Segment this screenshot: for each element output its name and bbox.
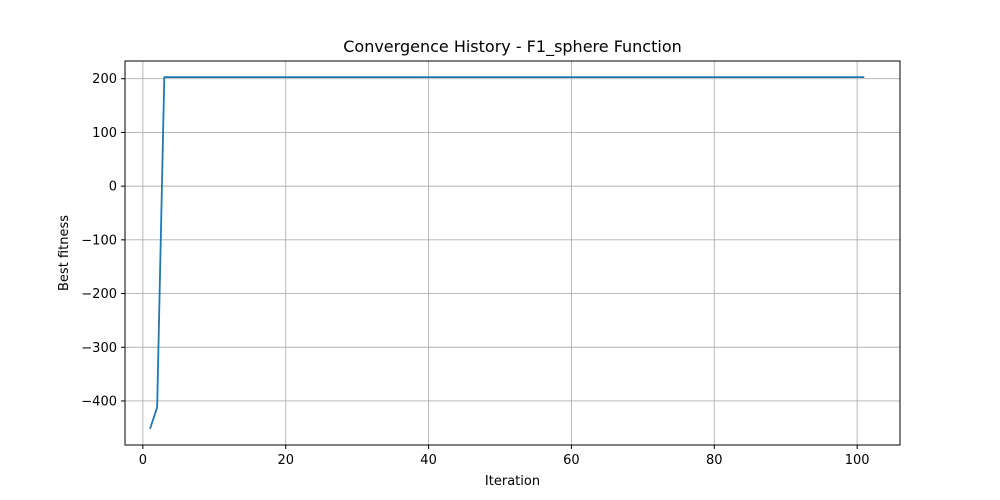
chart-title: Convergence History - F1_sphere Function [343,37,682,57]
y-tick-label: 100 [92,126,117,141]
y-tick-label: −400 [81,394,117,409]
x-tick-label: 40 [420,453,437,468]
x-tick-label: 100 [845,453,870,468]
plot-frame [124,60,901,446]
x-axis-title: Iteration [485,474,540,489]
y-tick-label: 0 [109,180,117,195]
y-tick-label: −200 [81,287,117,302]
x-tick-label: 20 [277,453,294,468]
x-tick-label: 0 [139,453,147,468]
y-tick-label: −300 [81,341,117,356]
ticks-layer: 0 20 40 60 80 100 −400 −300 −200 −100 0 100 200 [81,72,869,468]
y-tick-label: 200 [92,72,117,87]
x-tick-label: 60 [563,453,580,468]
x-tick-label: 80 [706,453,723,468]
y-axis-title: Best fitness [57,215,72,291]
y-tick-label: −100 [81,233,117,248]
grid-layer [125,61,900,445]
series-layer [149,76,865,430]
series-line [149,76,865,430]
